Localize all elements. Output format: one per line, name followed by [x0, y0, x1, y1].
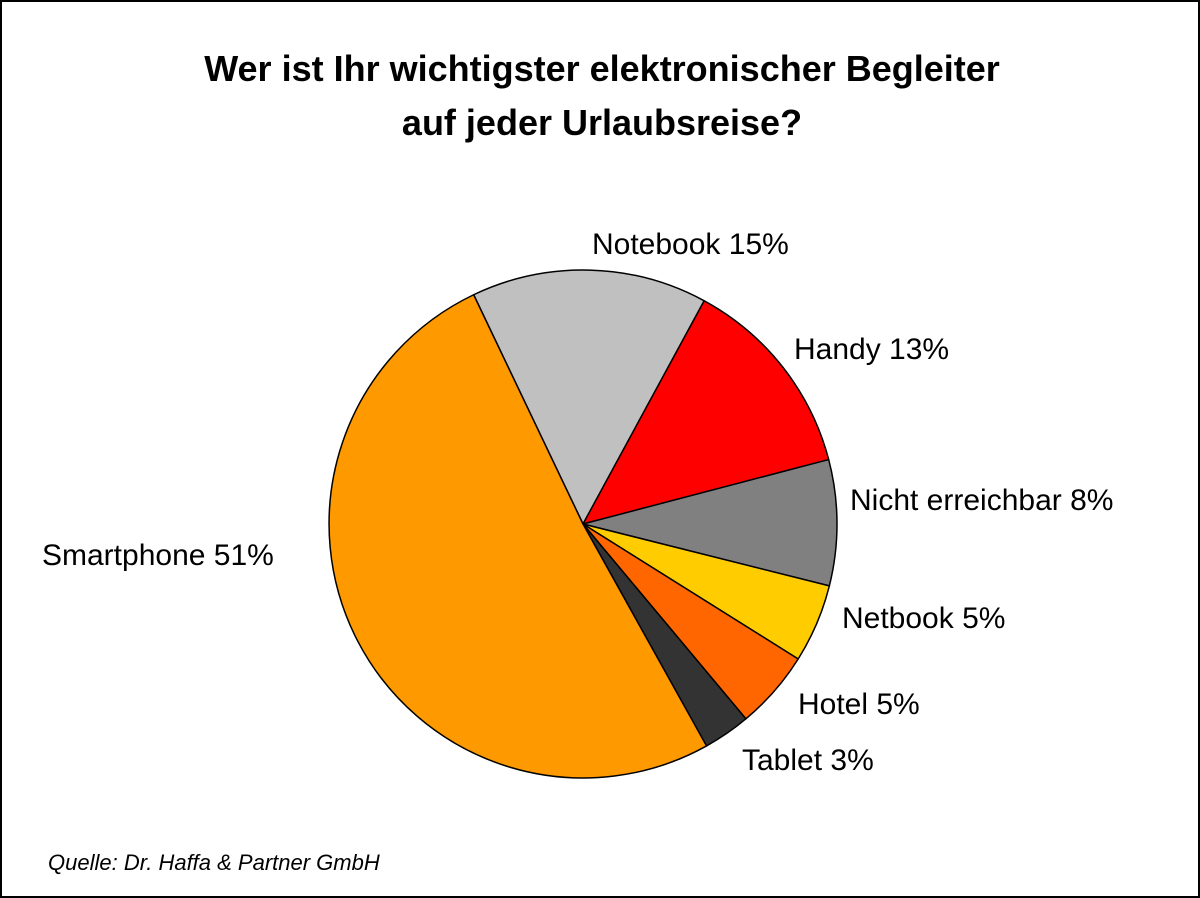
pie-slices: [328, 269, 838, 779]
slice-label-notebook: Notebook 15%: [592, 228, 789, 261]
pie-labels: Notebook 15% Handy 13% Nicht erreichbar 8%…: [42, 228, 1113, 777]
chart-title-line-2: auf jeder Urlaubsreise?: [401, 102, 803, 143]
pie-slice-notebook: [472, 269, 705, 525]
slice-label-tablet: Tablet 3%: [742, 744, 874, 777]
slice-label-netbook: Netbook 5%: [842, 602, 1005, 635]
slice-label-nicht-erreichbar: Nicht erreichbar 8%: [850, 484, 1113, 517]
pie-slice-handy: [582, 300, 830, 525]
pie-slice-nicht-erreichbar: [582, 458, 838, 587]
source-note: Quelle: Dr. Haffa & Partner GmbH: [48, 850, 380, 875]
chart-title: Wer ist Ihr wichtigster elektronischer B…: [2, 42, 1198, 150]
chart-title-line-1: Wer ist Ihr wichtigster elektronischer B…: [204, 48, 1000, 89]
slice-label-handy: Handy 13%: [794, 333, 949, 366]
slice-label-hotel: Hotel 5%: [798, 688, 920, 721]
pie-slice-smartphone: [328, 293, 708, 779]
slice-label-smartphone: Smartphone 51%: [42, 539, 274, 572]
